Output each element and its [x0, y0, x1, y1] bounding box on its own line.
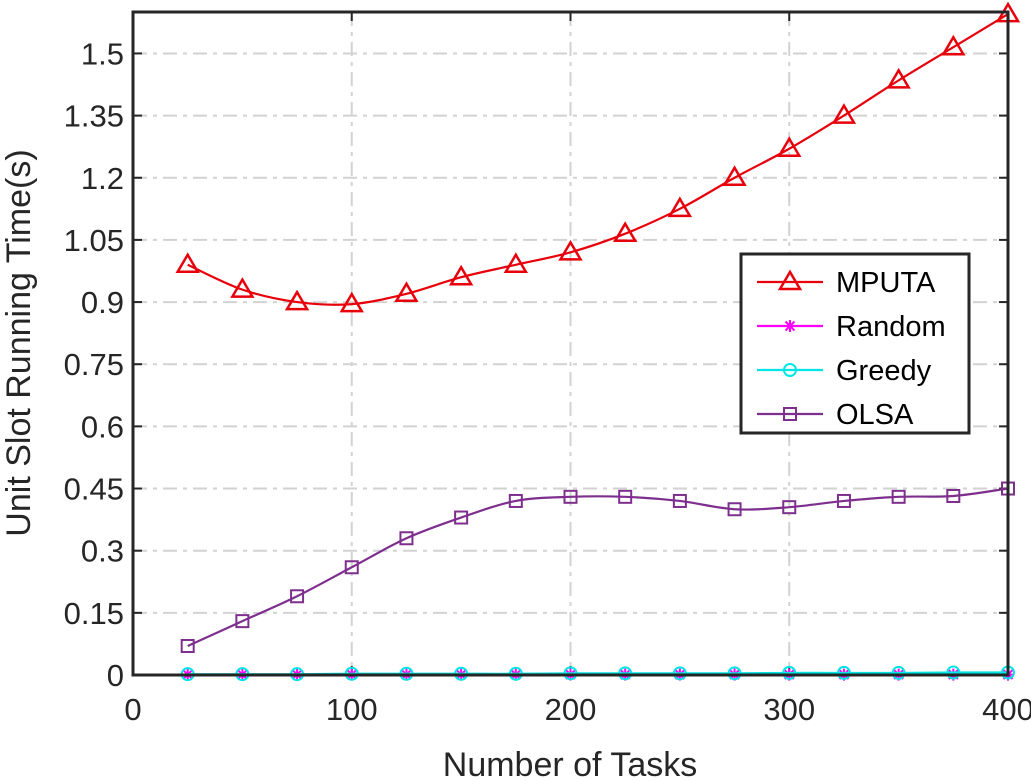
legend-marker-olsa — [783, 407, 797, 421]
y-tick-label: 0.6 — [81, 409, 124, 444]
legend: MPUTA Random Greedy OLSA — [739, 252, 971, 435]
data-point-mputa — [831, 103, 857, 124]
data-point-olsa — [344, 560, 359, 575]
legend-box — [739, 252, 971, 435]
plot-frame — [131, 10, 1010, 677]
y-tick-label: 0.45 — [64, 472, 124, 507]
y-tick-label: 1.2 — [81, 161, 124, 196]
data-point-mputa — [558, 239, 583, 261]
legend-label-random: Random — [836, 311, 946, 343]
data-point-olsa — [891, 489, 906, 504]
legend-item-mputa: MPUTA — [757, 267, 936, 299]
legend-label-greedy: Greedy — [836, 355, 932, 387]
y-axis-label: Unit Slot Running Time(s) — [0, 149, 38, 536]
data-point-olsa — [836, 493, 851, 508]
y-tick-label: 0.9 — [81, 285, 124, 320]
data-point-olsa — [399, 531, 414, 546]
data-point-mputa — [339, 291, 364, 313]
x-tick-label: 100 — [326, 692, 378, 727]
data-point-olsa — [618, 489, 633, 504]
data-point-olsa — [454, 510, 469, 525]
data-point-olsa — [672, 493, 687, 508]
data-point-olsa — [563, 489, 578, 504]
data-point-greedy — [946, 665, 961, 680]
legend-item-olsa: OLSA — [757, 399, 914, 431]
data-point-mputa — [503, 252, 528, 274]
x-tick-label: 300 — [763, 692, 815, 727]
data-point-mputa — [667, 196, 693, 218]
data-point-olsa — [782, 500, 797, 515]
data-point-olsa — [508, 493, 523, 508]
series-olsa — [180, 481, 1015, 653]
y-axis-ticks: 0 0.15 0.3 0.45 0.6 0.75 0.9 1.05 1.2 1.35 1.5 — [64, 36, 1008, 693]
y-tick-label: 1.5 — [81, 36, 124, 71]
data-point-greedy — [618, 666, 633, 681]
y-tick-label: 0 — [107, 658, 124, 693]
data-point-olsa — [946, 488, 961, 503]
y-tick-label: 1.35 — [64, 99, 124, 134]
x-tick-label: 200 — [545, 692, 597, 727]
data-point-mputa — [230, 277, 255, 298]
legend-marker-mputa — [777, 269, 803, 291]
data-point-mputa — [448, 264, 474, 286]
data-point-mputa — [941, 34, 966, 56]
data-point-mputa — [886, 67, 911, 89]
series-line-mputa — [187, 13, 1009, 306]
data-point-mputa — [175, 252, 200, 274]
data-point-greedy — [782, 665, 797, 680]
data-point-mputa — [613, 221, 638, 242]
data-point-olsa — [235, 614, 250, 629]
data-point-greedy — [563, 666, 578, 681]
data-point-mputa — [394, 281, 419, 303]
legend-item-greedy: Greedy — [757, 355, 932, 387]
data-point-greedy — [727, 666, 742, 681]
series-line-olsa — [187, 487, 1009, 647]
data-point-greedy — [891, 665, 906, 680]
data-point-olsa — [180, 638, 195, 653]
data-point-mputa — [777, 136, 802, 157]
data-point-greedy — [836, 665, 851, 680]
data-point-mputa — [284, 289, 310, 311]
legend-item-random: Random — [757, 311, 946, 343]
legend-label-olsa: OLSA — [836, 399, 914, 431]
data-point-greedy — [672, 666, 687, 681]
y-tick-label: 0.15 — [64, 596, 124, 631]
y-tick-label: 1.05 — [64, 223, 124, 258]
legend-marker-random — [784, 320, 796, 332]
legend-label-mputa: MPUTA — [836, 267, 936, 299]
data-point-olsa — [727, 502, 742, 517]
x-tick-label: 400 — [982, 692, 1031, 727]
legend-marker-greedy — [783, 363, 797, 377]
data-point-mputa — [722, 165, 747, 186]
y-tick-label: 0.75 — [64, 347, 124, 382]
x-axis-label: Number of Tasks — [443, 746, 697, 781]
y-tick-label: 0.3 — [81, 534, 124, 569]
data-point-olsa — [290, 589, 305, 604]
x-tick-label: 0 — [124, 692, 141, 727]
